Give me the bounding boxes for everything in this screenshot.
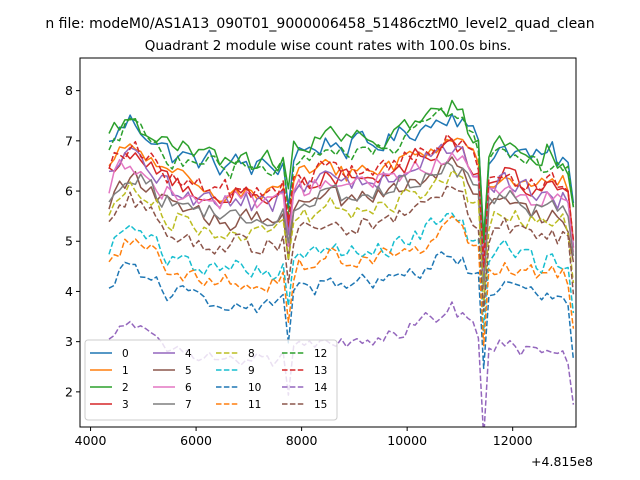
series-line-9 xyxy=(108,212,575,332)
legend-label-1: 1 xyxy=(122,365,129,377)
y-axis: 2 3 4 5 6 7 8 xyxy=(65,83,80,399)
legend-label-6: 6 xyxy=(185,382,192,394)
legend-label-14: 14 xyxy=(314,382,328,394)
x-tick-label: 10000 xyxy=(387,433,427,448)
x-tick-label: 4000 xyxy=(75,433,107,448)
x-offset-label: +4.815e8 xyxy=(531,454,593,469)
series-line-0 xyxy=(108,113,575,238)
legend-label-7: 7 xyxy=(185,399,192,411)
y-tick-label: 8 xyxy=(65,83,73,98)
legend-label-4: 4 xyxy=(185,348,192,360)
series-layer xyxy=(108,99,575,427)
x-tick-label: 6000 xyxy=(180,433,212,448)
y-tick-label: 2 xyxy=(65,384,73,399)
legend-label-2: 2 xyxy=(122,382,129,394)
y-tick-label: 6 xyxy=(65,184,73,199)
legend-label-10: 10 xyxy=(248,382,261,394)
y-tick-label: 7 xyxy=(65,133,73,148)
legend-label-11: 11 xyxy=(248,399,261,411)
y-tick-label: 3 xyxy=(65,334,73,349)
legend-label-0: 0 xyxy=(122,348,129,360)
series-line-10 xyxy=(108,251,575,370)
legend-box xyxy=(84,339,338,421)
series-line-11 xyxy=(108,215,575,347)
legend-label-3: 3 xyxy=(122,399,129,411)
series-line-5 xyxy=(108,156,575,290)
series-line-13 xyxy=(108,133,575,268)
legend-label-13: 13 xyxy=(314,365,327,377)
axes-frame xyxy=(79,57,577,428)
series-line-7 xyxy=(108,161,575,290)
legend-label-9: 9 xyxy=(248,365,255,377)
x-tick-label: 8000 xyxy=(286,433,318,448)
series-line-12 xyxy=(108,107,575,245)
series-line-6 xyxy=(108,152,575,277)
x-axis: 4000 6000 8000 10000 12000 xyxy=(75,427,533,448)
legend-label-5: 5 xyxy=(185,365,192,377)
y-tick-label: 5 xyxy=(65,234,73,249)
series-line-15 xyxy=(108,185,575,312)
chart-title: Quadrant 2 module wise count rates with … xyxy=(145,38,511,54)
series-line-2 xyxy=(108,99,575,242)
series-line-8 xyxy=(108,169,575,308)
figure-suptitle: n file: modeM0/AS1A13_090T01_9000006458_… xyxy=(45,16,594,32)
legend-label-8: 8 xyxy=(248,348,255,360)
y-tick-label: 4 xyxy=(65,284,73,299)
x-tick-label: 12000 xyxy=(493,433,533,448)
legend-label-12: 12 xyxy=(314,348,327,360)
series-line-4 xyxy=(108,143,575,267)
legend-label-15: 15 xyxy=(314,399,327,411)
